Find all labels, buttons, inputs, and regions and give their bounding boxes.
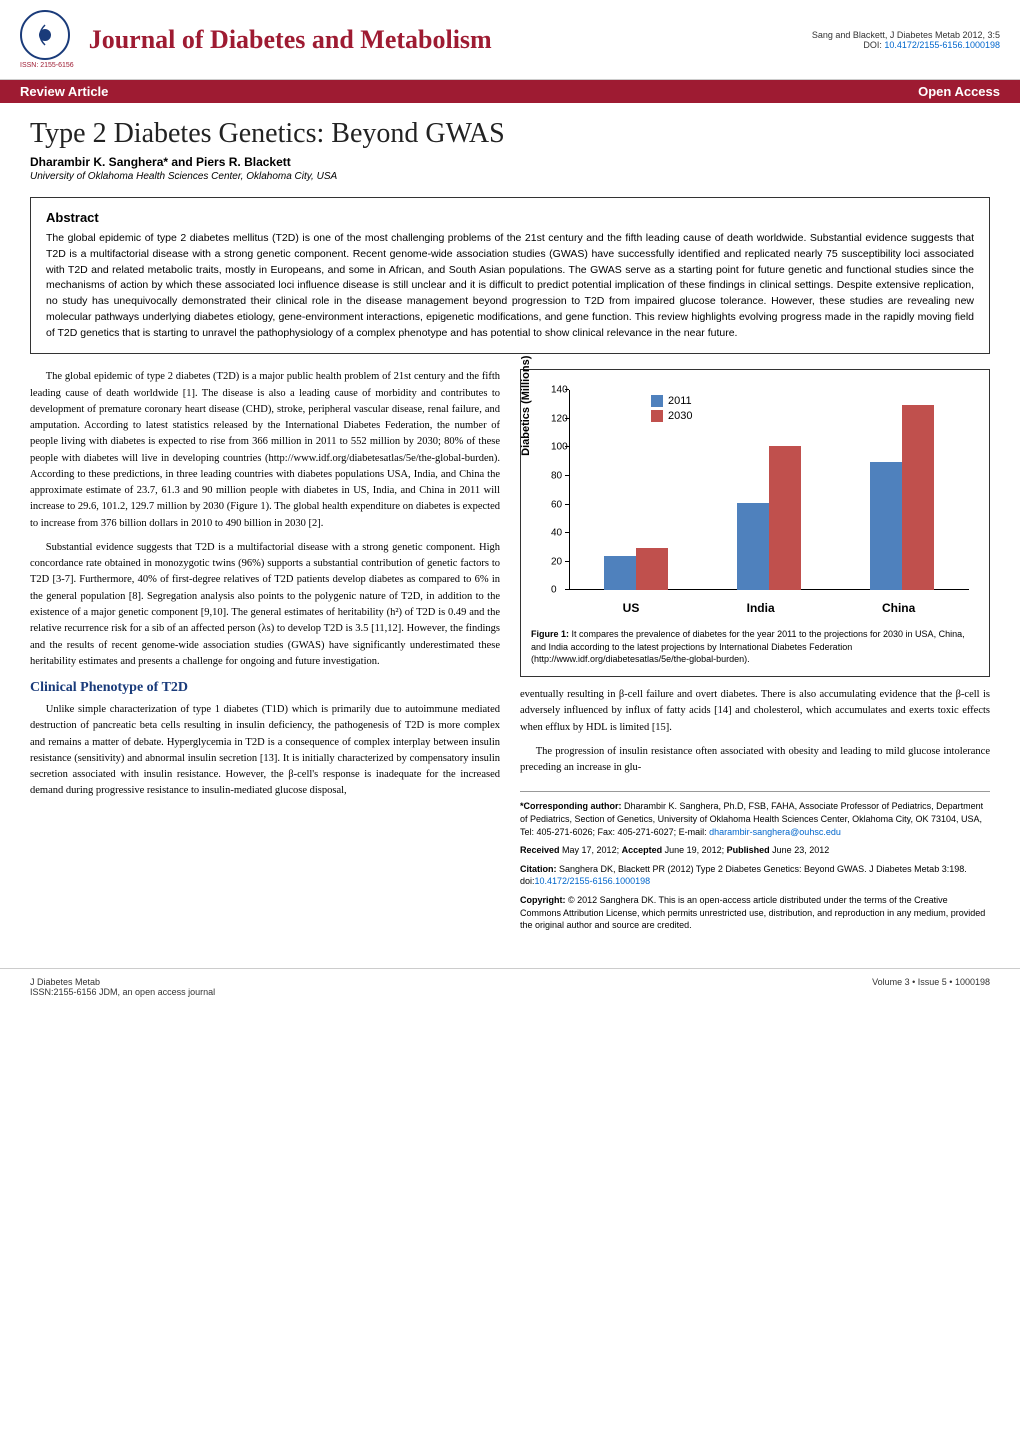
- copyright-text: © 2012 Sanghera DK. This is an open-acce…: [520, 895, 985, 930]
- citation-line: Sang and Blackett, J Diabetes Metab 2012…: [812, 30, 1000, 40]
- received-date: May 17, 2012;: [560, 845, 622, 855]
- corresponding-email[interactable]: dharambir-sanghera@ouhsc.edu: [709, 827, 841, 837]
- body-paragraph: Unlike simple characterization of type 1…: [30, 702, 500, 800]
- page-footer: J Diabetes Metab ISSN:2155-6156 JDM, an …: [0, 968, 1020, 1005]
- figure-1-caption-label: Figure 1:: [531, 629, 569, 639]
- logo-icon: [20, 10, 70, 60]
- main-content: The global epidemic of type 2 diabetes (…: [0, 354, 1020, 947]
- copyright-line: Copyright: © 2012 Sanghera DK. This is a…: [520, 894, 990, 932]
- diabetes-logo-icon: [30, 20, 60, 50]
- y-tick-label: 60: [551, 499, 562, 510]
- y-tick-mark: [565, 561, 569, 562]
- open-access-label: Open Access: [918, 84, 1000, 99]
- citation-doi-link[interactable]: 10.4172/2155-6156.1000198: [535, 876, 651, 886]
- left-column: The global epidemic of type 2 diabetes (…: [30, 369, 500, 937]
- figure-1: Diabetics (Millions) 2011 2030 USIndiaCh…: [520, 369, 990, 677]
- article-type-ribbon: Review Article Open Access: [0, 80, 1020, 103]
- y-tick-mark: [565, 418, 569, 419]
- citation-label: Citation:: [520, 864, 557, 874]
- published-label: Published: [727, 845, 770, 855]
- received-label: Received: [520, 845, 560, 855]
- bar-2011-India: [737, 503, 769, 591]
- dates-line: Received May 17, 2012; Accepted June 19,…: [520, 844, 990, 857]
- chart-y-axis-label: Diabetics (Millions): [520, 356, 532, 456]
- x-tick-label: US: [623, 601, 640, 615]
- bar-2011-US: [604, 556, 636, 590]
- journal-logo: ISSN: 2155-6156: [20, 10, 74, 69]
- y-tick-mark: [565, 389, 569, 390]
- y-tick-label: 140: [551, 385, 568, 396]
- y-tick-mark: [565, 532, 569, 533]
- abstract-box: Abstract The global epidemic of type 2 d…: [30, 197, 990, 354]
- journal-title: Journal of Diabetes and Metabolism: [89, 25, 492, 55]
- citation-box: Sang and Blackett, J Diabetes Metab 2012…: [812, 30, 1000, 50]
- bar-2011-China: [870, 462, 902, 591]
- abstract-heading: Abstract: [46, 210, 974, 225]
- affiliation: University of Oklahoma Health Sciences C…: [0, 169, 1020, 197]
- corresponding-author-box: *Corresponding author: Dharambir K. Sang…: [520, 791, 990, 931]
- body-paragraph: eventually resulting in β-cell failure a…: [520, 687, 990, 736]
- copyright-label: Copyright:: [520, 895, 566, 905]
- published-date: June 23, 2012: [770, 845, 830, 855]
- bar-2030-India: [769, 446, 801, 591]
- y-tick-label: 40: [551, 528, 562, 539]
- doi-link[interactable]: 10.4172/2155-6156.1000198: [884, 40, 1000, 50]
- article-title: Type 2 Diabetes Genetics: Beyond GWAS: [0, 103, 1020, 155]
- y-tick-label: 100: [551, 442, 568, 453]
- article-type-label: Review Article: [20, 84, 108, 99]
- right-column: Diabetics (Millions) 2011 2030 USIndiaCh…: [520, 369, 990, 937]
- accepted-label: Accepted: [622, 845, 663, 855]
- y-tick-label: 80: [551, 470, 562, 481]
- issn-label: ISSN: 2155-6156: [20, 62, 74, 69]
- footer-left: J Diabetes Metab ISSN:2155-6156 JDM, an …: [30, 977, 215, 997]
- y-tick-label: 20: [551, 556, 562, 567]
- y-tick-mark: [565, 446, 569, 447]
- x-tick-label: China: [882, 601, 915, 615]
- y-tick-mark: [565, 504, 569, 505]
- footer-right: Volume 3 • Issue 5 • 1000198: [872, 977, 990, 997]
- bar-group: [737, 446, 801, 591]
- body-paragraph: The global epidemic of type 2 diabetes (…: [30, 369, 500, 532]
- abstract-text: The global epidemic of type 2 diabetes m…: [46, 231, 974, 341]
- page-header: ISSN: 2155-6156 Journal of Diabetes and …: [0, 0, 1020, 80]
- x-tick-label: India: [747, 601, 775, 615]
- citation-line: Citation: Sanghera DK, Blackett PR (2012…: [520, 863, 990, 888]
- chart-x-labels: US India China: [569, 601, 969, 615]
- bar-2030-China: [902, 405, 934, 590]
- footer-issn-line: ISSN:2155-6156 JDM, an open access journ…: [30, 987, 215, 997]
- figure-1-caption: Figure 1: It compares the prevalence of …: [531, 628, 979, 666]
- corresponding-label: *Corresponding author:: [520, 801, 622, 811]
- y-tick-label: 0: [551, 585, 557, 596]
- y-tick-label: 120: [551, 413, 568, 424]
- figure-1-chart: Diabetics (Millions) 2011 2030 USIndiaCh…: [531, 380, 979, 620]
- bar-group: [870, 405, 934, 590]
- figure-1-caption-text: It compares the prevalence of diabetes f…: [531, 629, 965, 664]
- bar-2030-US: [636, 548, 668, 590]
- doi-label: DOI:: [863, 40, 884, 50]
- doi-line: DOI: 10.4172/2155-6156.1000198: [812, 40, 1000, 50]
- y-tick-mark: [565, 475, 569, 476]
- section-heading-clinical: Clinical Phenotype of T2D: [30, 680, 500, 696]
- corresponding-author: *Corresponding author: Dharambir K. Sang…: [520, 800, 990, 838]
- y-tick-mark: [565, 589, 569, 590]
- footer-journal-short: J Diabetes Metab: [30, 977, 215, 987]
- chart-bars-area: [569, 390, 969, 590]
- bar-group: [604, 548, 668, 590]
- body-paragraph: Substantial evidence suggests that T2D i…: [30, 540, 500, 670]
- authors: Dharambir K. Sanghera* and Piers R. Blac…: [0, 155, 1020, 169]
- logo-area: ISSN: 2155-6156 Journal of Diabetes and …: [20, 10, 812, 69]
- accepted-date: June 19, 2012;: [662, 845, 727, 855]
- body-paragraph: The progression of insulin resistance of…: [520, 744, 990, 777]
